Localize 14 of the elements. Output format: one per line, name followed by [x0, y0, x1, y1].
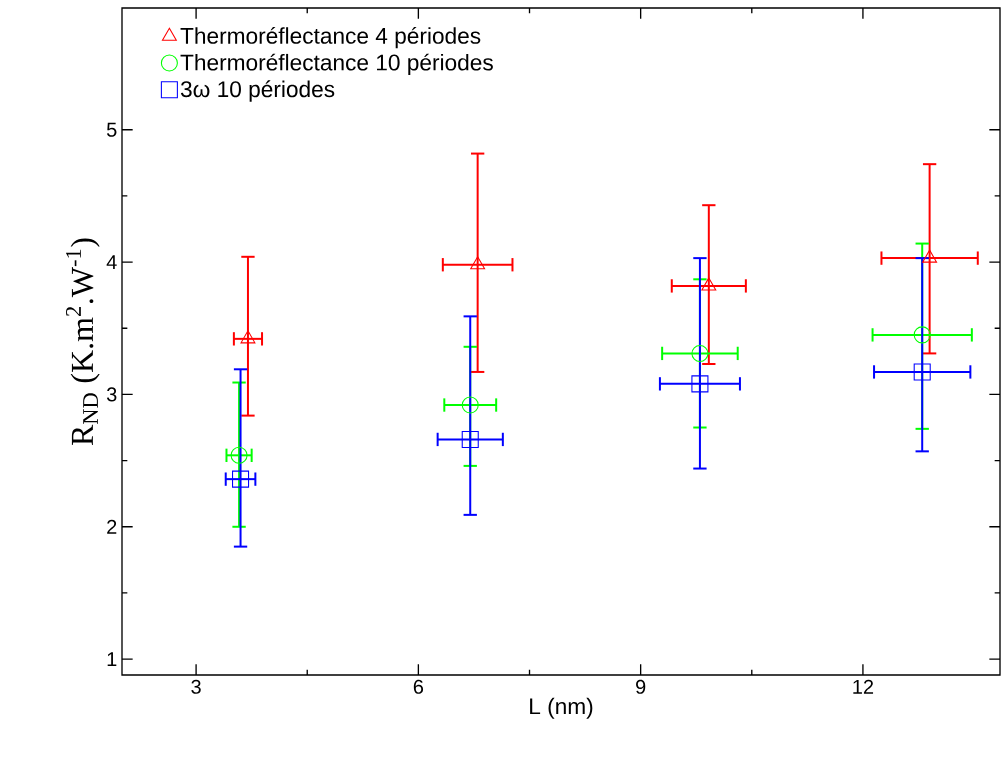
x-tick-label: 3 — [191, 679, 201, 694]
y-tick-label: 1 — [107, 652, 117, 666]
y-axis-title: R$_{ND}$ (K.m$^{2}$.W$^{-1}$) — [66, 238, 100, 446]
x-tick-label: 12 — [853, 679, 874, 694]
x-axis-title: L (nm) — [530, 697, 593, 719]
y-tick-label: 5 — [106, 122, 117, 137]
legend-label: Thermoréflectance 4 périodes — [180, 26, 481, 49]
x-tick-label: 9 — [636, 679, 646, 694]
y-tick-label: 2 — [107, 519, 117, 534]
legend-label: Thermoréflectance 10 périodes — [180, 53, 493, 76]
x-tick-label: 6 — [413, 679, 424, 694]
legend-label: 3ω 10 périodes — [180, 80, 335, 102]
y-tick-label: 3 — [106, 387, 117, 402]
y-tick-label: 4 — [106, 255, 117, 269]
